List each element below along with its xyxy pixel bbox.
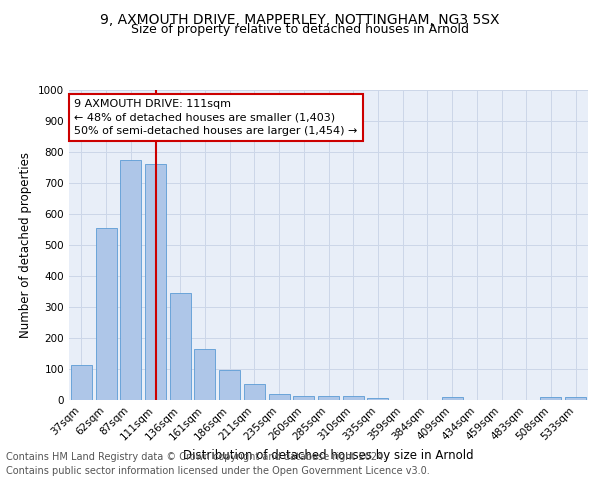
Bar bbox=[120, 160, 141, 400]
Bar bbox=[71, 365, 92, 400]
Text: Contains HM Land Registry data © Crown copyright and database right 2024.: Contains HM Land Registry data © Crown c… bbox=[6, 452, 386, 462]
Bar bbox=[269, 394, 290, 400]
Bar bbox=[541, 397, 562, 400]
Text: 9, AXMOUTH DRIVE, MAPPERLEY, NOTTINGHAM, NG3 5SX: 9, AXMOUTH DRIVE, MAPPERLEY, NOTTINGHAM,… bbox=[100, 12, 500, 26]
Bar bbox=[565, 397, 586, 400]
Bar bbox=[343, 396, 364, 400]
Text: 9 AXMOUTH DRIVE: 111sqm
← 48% of detached houses are smaller (1,403)
50% of semi: 9 AXMOUTH DRIVE: 111sqm ← 48% of detache… bbox=[74, 100, 358, 136]
Bar bbox=[244, 384, 265, 400]
Text: Size of property relative to detached houses in Arnold: Size of property relative to detached ho… bbox=[131, 24, 469, 36]
Y-axis label: Number of detached properties: Number of detached properties bbox=[19, 152, 32, 338]
Bar bbox=[95, 228, 116, 400]
Bar bbox=[219, 370, 240, 400]
Bar bbox=[170, 293, 191, 400]
Bar bbox=[145, 164, 166, 400]
Bar bbox=[318, 396, 339, 400]
X-axis label: Distribution of detached houses by size in Arnold: Distribution of detached houses by size … bbox=[183, 448, 474, 462]
Bar bbox=[293, 396, 314, 400]
Text: Contains public sector information licensed under the Open Government Licence v3: Contains public sector information licen… bbox=[6, 466, 430, 476]
Bar bbox=[194, 350, 215, 400]
Bar bbox=[442, 397, 463, 400]
Bar bbox=[367, 398, 388, 400]
